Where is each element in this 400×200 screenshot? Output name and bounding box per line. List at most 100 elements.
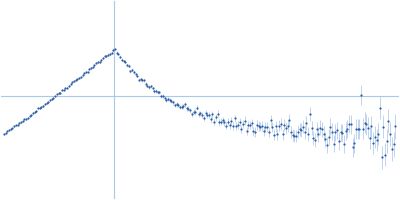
Point bbox=[91, 63, 98, 66]
Point bbox=[324, 143, 330, 146]
Point bbox=[260, 129, 267, 132]
Point bbox=[136, 78, 142, 81]
Point bbox=[259, 125, 265, 128]
Point bbox=[380, 125, 386, 128]
Point bbox=[6, 128, 12, 131]
Point bbox=[35, 107, 41, 110]
Point bbox=[278, 123, 284, 126]
Point bbox=[175, 104, 182, 107]
Point bbox=[233, 124, 240, 128]
Point bbox=[42, 103, 48, 106]
Point bbox=[66, 85, 72, 88]
Point bbox=[93, 62, 99, 65]
Point bbox=[349, 146, 356, 149]
Point bbox=[158, 94, 164, 97]
Point bbox=[60, 89, 67, 92]
Point bbox=[122, 60, 128, 63]
Point bbox=[156, 91, 163, 94]
Point bbox=[341, 142, 347, 146]
Point bbox=[33, 110, 40, 113]
Point bbox=[247, 123, 253, 127]
Point bbox=[130, 71, 137, 74]
Point bbox=[385, 120, 392, 123]
Point bbox=[16, 121, 22, 124]
Point bbox=[302, 130, 308, 133]
Point bbox=[206, 113, 212, 117]
Point bbox=[90, 65, 96, 69]
Point bbox=[228, 119, 234, 123]
Point bbox=[295, 130, 301, 133]
Point bbox=[358, 94, 364, 97]
Point bbox=[40, 104, 46, 108]
Point bbox=[177, 105, 183, 108]
Point bbox=[67, 82, 74, 86]
Point bbox=[110, 48, 116, 51]
Point bbox=[71, 80, 77, 83]
Point bbox=[354, 128, 361, 131]
Point bbox=[52, 95, 58, 98]
Point bbox=[283, 127, 289, 130]
Point bbox=[4, 130, 10, 133]
Point bbox=[129, 68, 135, 72]
Point bbox=[348, 123, 354, 126]
Point bbox=[132, 73, 139, 76]
Point bbox=[138, 78, 144, 81]
Point bbox=[112, 48, 118, 51]
Point bbox=[196, 112, 202, 115]
Point bbox=[8, 128, 14, 131]
Point bbox=[78, 75, 84, 78]
Point bbox=[286, 119, 292, 122]
Point bbox=[192, 110, 198, 114]
Point bbox=[232, 117, 238, 120]
Point bbox=[107, 52, 113, 55]
Point bbox=[166, 98, 173, 101]
Point bbox=[356, 128, 363, 131]
Point bbox=[178, 105, 185, 108]
Point bbox=[103, 54, 110, 58]
Point bbox=[298, 128, 304, 132]
Point bbox=[134, 74, 140, 77]
Point bbox=[389, 147, 395, 150]
Point bbox=[170, 101, 176, 104]
Point bbox=[153, 89, 159, 92]
Point bbox=[378, 155, 385, 159]
Point bbox=[353, 128, 359, 131]
Point bbox=[317, 126, 323, 129]
Point bbox=[319, 128, 325, 131]
Point bbox=[119, 58, 125, 61]
Point bbox=[154, 91, 161, 94]
Point bbox=[291, 135, 298, 138]
Point bbox=[344, 127, 351, 130]
Point bbox=[168, 99, 174, 103]
Point bbox=[244, 130, 250, 133]
Point bbox=[165, 97, 171, 100]
Point bbox=[202, 112, 209, 115]
Point bbox=[361, 121, 368, 124]
Point bbox=[100, 57, 106, 60]
Point bbox=[276, 124, 282, 127]
Point bbox=[105, 53, 111, 56]
Point bbox=[373, 139, 380, 142]
Point bbox=[377, 106, 383, 109]
Point bbox=[26, 114, 33, 117]
Point bbox=[44, 101, 50, 104]
Point bbox=[238, 127, 245, 130]
Point bbox=[339, 132, 346, 135]
Point bbox=[248, 122, 255, 125]
Point bbox=[240, 122, 246, 126]
Point bbox=[62, 86, 69, 90]
Point bbox=[74, 77, 80, 81]
Point bbox=[262, 126, 269, 129]
Point bbox=[146, 85, 152, 88]
Point bbox=[300, 125, 306, 128]
Point bbox=[148, 85, 154, 88]
Point bbox=[184, 107, 190, 110]
Point bbox=[281, 124, 288, 127]
Point bbox=[342, 129, 349, 132]
Point bbox=[346, 122, 352, 126]
Point bbox=[161, 96, 168, 99]
Point bbox=[334, 129, 340, 132]
Point bbox=[279, 133, 286, 136]
Point bbox=[296, 128, 303, 131]
Point bbox=[288, 131, 294, 134]
